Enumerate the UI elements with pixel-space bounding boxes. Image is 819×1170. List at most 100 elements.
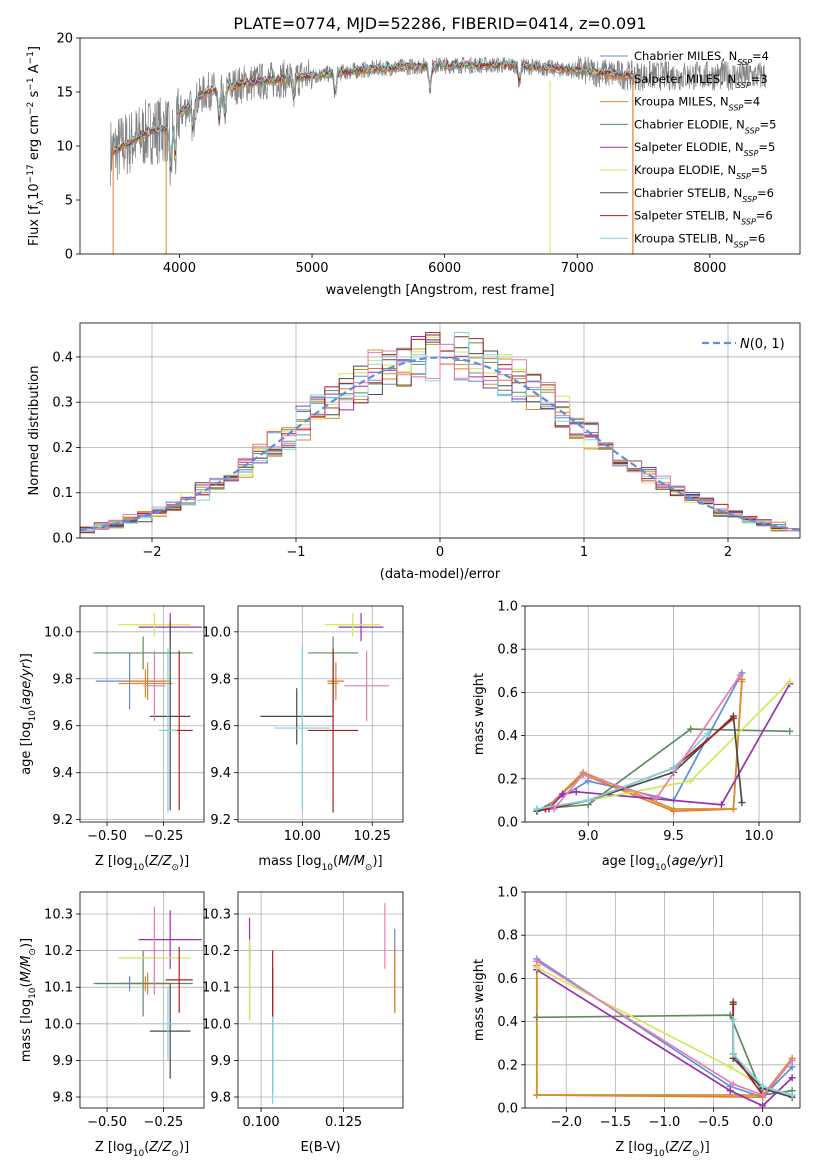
weight-marker: [788, 1056, 796, 1064]
x-axis-label: (data-model)/error: [380, 567, 501, 582]
weight-marker: [729, 714, 737, 722]
weight-marker: [550, 805, 558, 813]
weight-vs-Z-panel: −2.0 −1.5 −1.0 −0.5 0.0 0.0 0.2 0.4 0.6 0.8 1.0 Z […: [472, 886, 801, 1159]
x-tick-label: 2: [724, 545, 732, 560]
legend-label: Chabrier ELODIE, NSSP=5: [634, 117, 776, 135]
legend-label: Salpeter STELIB, NSSP=6: [634, 209, 773, 227]
y-tick-label: 9.2: [52, 813, 73, 828]
weight-marker: [584, 777, 592, 785]
weight-marker: [729, 1015, 737, 1023]
mass-vs-ebv-plot-area: [248, 902, 396, 1105]
x-tick-label: 6000: [428, 261, 461, 276]
y-tick-label: 9.8: [210, 672, 231, 687]
legend-label: Kroupa STELIB, NSSP=6: [634, 231, 765, 249]
y-tick-label: 0.2: [497, 1058, 518, 1073]
y-tick-label: 10.0: [202, 625, 231, 640]
y-tick-label: 5: [65, 194, 73, 209]
y-tick-label: 9.9: [52, 1054, 73, 1069]
weight-marker: [533, 805, 541, 813]
legend-label: Kroupa ELODIE, NSSP=5: [634, 163, 768, 181]
x-tick-label: 1: [580, 545, 588, 560]
histogram-panel: −2 −1 0 1 2 0.0 0.1 0.2 0.3 0.4 (data-model)/error…: [27, 322, 801, 582]
x-tick-label: 9.5: [663, 829, 684, 844]
axes-frame: [79, 322, 801, 539]
x-tick-label: 8000: [693, 261, 726, 276]
histogram-plot-area: [80, 332, 800, 536]
x-tick-label: 10.25: [354, 829, 391, 844]
y-tick-label: 0.1: [52, 486, 73, 501]
axes-frame: [524, 891, 801, 1109]
weight-line: [536, 732, 709, 810]
y-tick-label: 0.6: [497, 686, 518, 701]
weight-marker: [717, 801, 725, 809]
age-vs-mass-plot-area: [260, 613, 390, 813]
weight-marker: [579, 770, 587, 778]
y-tick-label: 10.2: [202, 944, 231, 959]
weight-line: [732, 1019, 793, 1096]
y-tick-label: 10.3: [44, 907, 73, 922]
weight-marker: [788, 1074, 796, 1082]
spectrum-plot-area: [110, 55, 766, 254]
weight-marker: [533, 1013, 541, 1021]
y-tick-label: 10.0: [202, 1017, 231, 1032]
age-vs-Z-plot-area: [93, 613, 202, 813]
x-axis-label: Z [log10(Z/Z⊙)]: [95, 854, 189, 873]
x-tick-label: 0: [436, 545, 444, 560]
model-spectrum-line: [112, 58, 634, 168]
y-tick-label: 0: [65, 248, 73, 263]
y-tick-label: 9.2: [210, 813, 231, 828]
weight-marker: [541, 805, 549, 813]
y-tick-label: 10.1: [202, 981, 231, 996]
weight-marker: [729, 1050, 737, 1058]
y-tick-label: 0.3: [52, 396, 73, 411]
weight-marker: [572, 788, 580, 796]
y-axis-label: mass [log10(M/M⊙)]: [19, 938, 38, 1062]
x-tick-label: 9.0: [578, 829, 599, 844]
x-tick-label: −0.50: [87, 1115, 127, 1130]
weight-marker: [788, 1091, 796, 1099]
weight-marker: [584, 796, 592, 804]
axes-frame: [524, 605, 801, 823]
normal-reference-curve: [80, 356, 800, 532]
weight-marker: [687, 725, 695, 733]
y-tick-label: 0.4: [497, 729, 518, 744]
y-tick-label: 9.4: [210, 766, 231, 781]
axes-frame: [79, 37, 801, 255]
legend-label: Salpeter ELODIE, NSSP=5: [634, 140, 775, 158]
weight-line: [548, 683, 791, 810]
x-tick-label: −0.5: [698, 1115, 730, 1130]
y-tick-label: 10.1: [44, 981, 73, 996]
weight-line: [536, 960, 793, 1097]
axes-frame: [237, 605, 404, 823]
y-tick-label: 0.0: [497, 816, 518, 831]
age-vs-mass-panel: 10.00 10.25 9.2 9.4 9.6 9.8 10.0 mass [log10(M/…: [202, 605, 404, 873]
axes-frame: [79, 891, 205, 1109]
weight-marker: [726, 1087, 734, 1095]
x-tick-label: −1: [286, 545, 305, 560]
figure-title: PLATE=0774, MJD=52286, FIBERID=0414, z=0…: [233, 14, 646, 33]
x-tick-label: 10.0: [745, 829, 774, 844]
y-axis-label: Flux [fλ10−17 erg cm−2 s−1 A−1]: [26, 46, 46, 246]
x-tick-label: 10.00: [284, 829, 321, 844]
x-tick-label: 0.100: [242, 1115, 279, 1130]
y-tick-label: 9.8: [52, 1091, 73, 1106]
weight-marker: [726, 1063, 734, 1071]
y-tick-label: 0.0: [497, 1102, 518, 1117]
x-tick-label: −2: [142, 545, 161, 560]
weight-marker: [786, 727, 794, 735]
x-tick-label: −0.25: [143, 829, 183, 844]
x-tick-label: 0.125: [325, 1115, 362, 1130]
weight-marker: [759, 1091, 767, 1099]
weight-marker: [736, 671, 744, 679]
y-tick-label: 9.9: [210, 1054, 231, 1069]
mass-vs-Z-plot-area: [93, 906, 202, 1079]
x-axis-label: E(B-V): [300, 1140, 340, 1155]
y-tick-label: 9.6: [210, 719, 231, 734]
x-axis-label: age [log10(age/yr)]: [602, 854, 724, 873]
weight-marker: [704, 729, 712, 737]
x-tick-label: −0.25: [143, 1115, 183, 1130]
y-tick-label: 9.6: [52, 719, 73, 734]
age-vs-Z-panel: −0.50 −0.25 9.2 9.4 9.6 9.8 10.0 Z [log10(Z/Z⊙)…: [19, 605, 205, 873]
y-tick-label: 1.0: [497, 886, 518, 901]
